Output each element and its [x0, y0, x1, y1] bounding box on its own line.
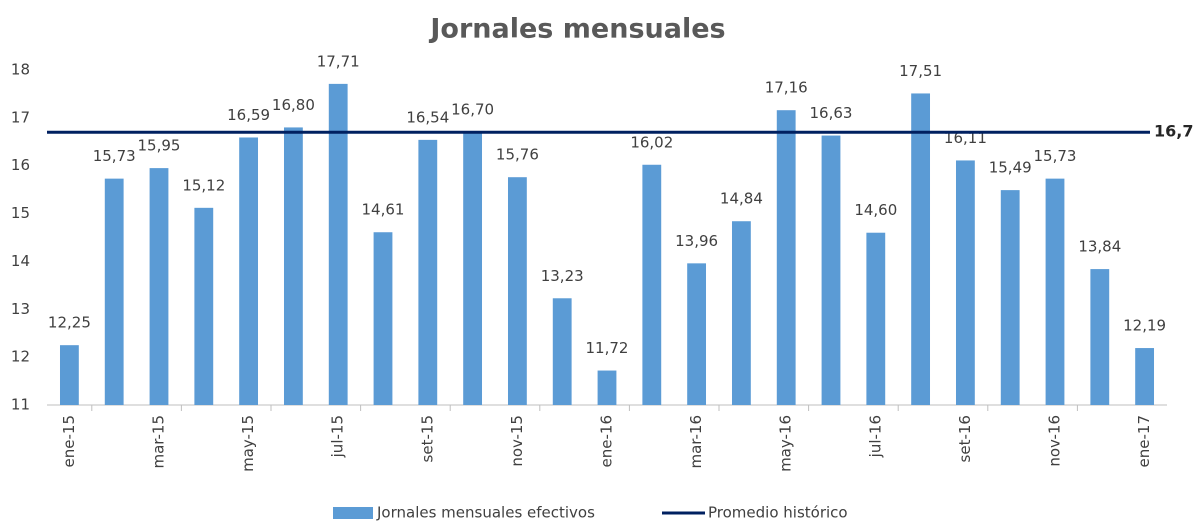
x-tick-label: nov-15: [508, 415, 526, 467]
bar: [1135, 348, 1155, 405]
x-tick-label: may-15: [239, 415, 257, 472]
bar: [373, 232, 393, 405]
value-label: 17,16: [765, 79, 808, 97]
bar: [59, 345, 79, 405]
x-tick-label: may-16: [777, 415, 795, 472]
value-label: 12,19: [1123, 317, 1166, 335]
bar: [283, 127, 303, 405]
value-label: 14,61: [362, 201, 405, 219]
x-tick-label: set-16: [956, 415, 974, 462]
value-label: 15,95: [138, 137, 181, 155]
bar: [463, 132, 483, 405]
bar: [194, 207, 214, 405]
value-label: 16,70: [451, 101, 494, 119]
value-label: 13,23: [541, 267, 584, 285]
bar: [418, 139, 438, 405]
bar: [1000, 190, 1020, 405]
bar: [776, 110, 796, 405]
x-tick-label: jul-15: [329, 415, 347, 458]
legend-label: Promedio histórico: [708, 504, 848, 522]
value-label: 15,76: [496, 146, 539, 164]
y-tick-label: 16: [11, 156, 30, 174]
y-tick-label: 17: [11, 108, 30, 126]
y-tick-label: 18: [11, 61, 30, 79]
value-label: 16,54: [406, 108, 449, 126]
value-label: 13,84: [1078, 238, 1121, 256]
value-label: 16,80: [272, 96, 315, 114]
average-label: 16,7: [1154, 122, 1193, 141]
value-label: 15,12: [182, 176, 225, 194]
bar: [552, 298, 572, 405]
bar: [955, 160, 975, 405]
y-tick-label: 12: [11, 348, 30, 366]
bar: [642, 164, 662, 405]
y-tick-label: 13: [11, 300, 30, 318]
x-tick-label: jul-16: [866, 415, 884, 458]
x-tick-label: mar-16: [687, 415, 705, 469]
legend-swatch: [333, 507, 373, 519]
y-tick-label: 11: [11, 396, 30, 414]
value-label: 17,71: [317, 52, 360, 70]
value-label: 16,02: [630, 133, 673, 151]
value-label: 16,63: [810, 104, 853, 122]
chart-title: Jornales mensuales: [428, 14, 725, 45]
bar: [239, 137, 259, 405]
bar: [911, 93, 931, 405]
bar: [687, 263, 707, 405]
bar: [1045, 178, 1065, 405]
value-label: 15,73: [1034, 147, 1077, 165]
bar: [104, 178, 124, 405]
y-tick-label: 14: [11, 252, 30, 270]
bar: [328, 83, 348, 405]
bar: [821, 135, 841, 406]
value-label: 16,59: [227, 106, 270, 124]
x-tick-label: set-15: [418, 415, 436, 462]
x-tick-label: nov-16: [1046, 415, 1064, 467]
value-label: 13,96: [675, 232, 718, 250]
bar: [149, 168, 169, 405]
value-label: 14,84: [720, 190, 763, 208]
bar: [1090, 269, 1110, 405]
bar: [866, 232, 886, 405]
bar: [597, 370, 617, 405]
y-tick-label: 15: [11, 204, 30, 222]
x-tick-label: ene-15: [60, 415, 78, 467]
x-tick-label: mar-15: [150, 415, 168, 469]
value-label: 11,72: [586, 339, 629, 357]
bar: [507, 177, 527, 405]
value-label: 15,73: [93, 147, 136, 165]
bar: [731, 221, 751, 405]
value-label: 15,49: [989, 159, 1032, 177]
value-label: 14,60: [854, 201, 897, 219]
value-label: 17,51: [899, 62, 942, 80]
x-tick-label: ene-17: [1135, 415, 1153, 467]
x-tick-label: ene-16: [598, 415, 616, 467]
value-label: 12,25: [48, 314, 91, 332]
legend-label: Jornales mensuales efectivos: [376, 504, 595, 522]
